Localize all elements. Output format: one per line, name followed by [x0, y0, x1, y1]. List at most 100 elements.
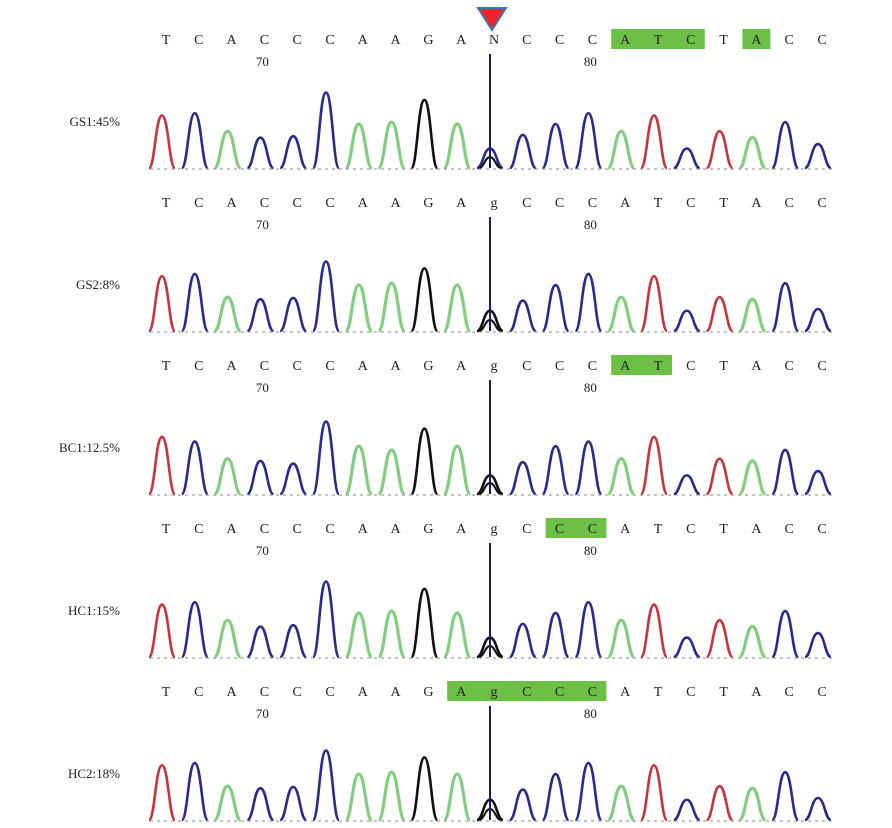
trace-peak: [738, 459, 767, 496]
base-letter: A: [620, 196, 631, 211]
trace-peak: [639, 763, 669, 822]
base-highlight: [545, 518, 607, 538]
trace-peak: [770, 120, 800, 170]
trace-peak: [574, 761, 603, 822]
trace-peak: [574, 272, 603, 333]
base-letter: C: [817, 522, 826, 537]
base-letter: A: [456, 196, 467, 211]
trace-peak: [541, 444, 570, 496]
base-letter: T: [162, 359, 171, 374]
trace-peak: [246, 297, 275, 333]
base-letter: C: [686, 196, 695, 211]
base-letter: C: [293, 522, 302, 537]
trace-peak: [279, 623, 307, 659]
base-letter: A: [227, 196, 238, 211]
trace-peak: [705, 784, 734, 822]
base-letter: C: [686, 359, 695, 374]
trace-peak: [147, 763, 177, 822]
base-letter: C: [325, 196, 334, 211]
trace-peak: [738, 786, 767, 822]
trace-peak: [705, 618, 734, 659]
base-letter: T: [162, 33, 171, 48]
trace-peak: [344, 444, 374, 496]
base-letter: G: [423, 359, 433, 374]
trace-peak: [442, 611, 472, 659]
trace-peak: [311, 580, 341, 659]
base-letter: T: [654, 33, 663, 48]
trace-peak: [705, 129, 734, 170]
trace-peak: [541, 611, 570, 659]
trace-peak: [344, 283, 374, 333]
base-letter: C: [588, 685, 597, 700]
trace-peak: [673, 474, 701, 496]
base-letter: C: [785, 33, 794, 48]
trace-peak: [213, 618, 243, 659]
base-letter: C: [325, 33, 334, 48]
base-letter: C: [325, 522, 334, 537]
trace-peak: [213, 129, 243, 170]
base-letter: G: [423, 33, 433, 48]
trace-peak: [180, 761, 210, 822]
position-number: 70: [256, 54, 269, 69]
trace-peak: [180, 272, 210, 333]
trace-peak: [246, 786, 275, 822]
base-letter: T: [719, 359, 728, 374]
position-number: 80: [584, 54, 597, 69]
base-letter: A: [620, 359, 631, 374]
base-letter: T: [654, 522, 663, 537]
base-letter: A: [227, 685, 238, 700]
trace-peak: [377, 770, 407, 822]
base-letter: A: [358, 522, 369, 537]
trace-peak: [377, 281, 407, 333]
base-letter: C: [194, 685, 203, 700]
base-letter: C: [785, 196, 794, 211]
base-letter: T: [719, 33, 728, 48]
sample-label: GS1:45%: [69, 114, 120, 129]
trace-peak: [606, 618, 636, 659]
base-letter: C: [194, 359, 203, 374]
base-letter: C: [293, 33, 302, 48]
trace-peak: [705, 457, 734, 496]
trace-peak: [804, 469, 832, 496]
base-letter: C: [555, 196, 564, 211]
base-letter: A: [391, 522, 402, 537]
trace-peak: [442, 444, 472, 496]
base-letter: T: [719, 685, 728, 700]
sample-label: GS2:8%: [76, 277, 120, 292]
trace-peak: [442, 122, 472, 170]
trace-peak: [509, 460, 537, 496]
base-letter: G: [423, 685, 433, 700]
trace-peak: [410, 427, 439, 496]
base-letter: C: [555, 522, 564, 537]
base-letter: C: [260, 196, 269, 211]
trace-peak: [607, 295, 636, 333]
sample-panel: T C A C C C A A G A N C C C A T C T A C C 70 80 GS1:45%: [69, 29, 836, 170]
trace-peak: [673, 636, 701, 659]
base-letter: C: [522, 196, 531, 211]
trace-peak: [738, 135, 767, 170]
base-letter: C: [194, 522, 203, 537]
trace-peak: [311, 420, 341, 496]
base-letter: C: [686, 685, 695, 700]
trace-peak: [213, 457, 243, 496]
trace-peak: [607, 784, 636, 822]
base-letter: A: [391, 196, 402, 211]
variant-marker-icon: [476, 7, 508, 32]
base-letter: A: [751, 685, 762, 700]
trace-peak: [509, 299, 537, 333]
base-letter: C: [555, 359, 564, 374]
base-letter: C: [588, 196, 597, 211]
sample-label: HC2:18%: [68, 766, 120, 781]
base-letter: C: [817, 196, 826, 211]
base-letter: A: [391, 359, 402, 374]
base-letter: A: [620, 685, 631, 700]
trace-peak: [673, 798, 701, 822]
trace-peak: [344, 122, 374, 170]
trace-peak: [410, 756, 439, 822]
trace-peak: [574, 111, 603, 170]
base-letter: C: [260, 522, 269, 537]
base-letter: g: [491, 685, 498, 700]
trace-peak: [442, 283, 472, 333]
